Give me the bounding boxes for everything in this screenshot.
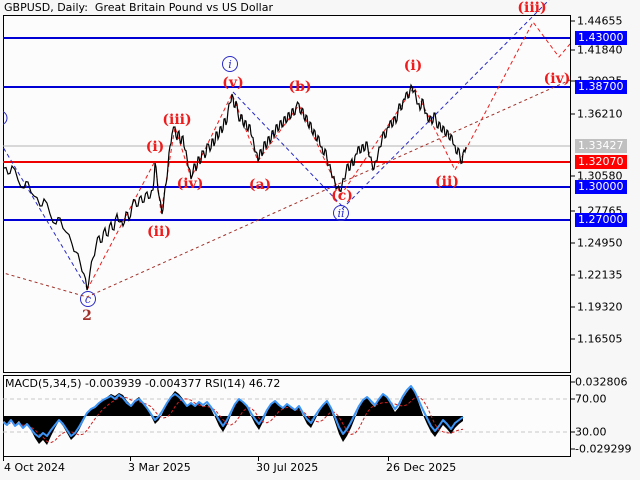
macd-range-label: 0.032806 — [575, 375, 628, 389]
price-tick-label: 1.44655 — [577, 14, 623, 28]
wave-label-red: (iv) — [543, 71, 571, 87]
macd-signal-line — [3, 396, 464, 444]
wave-label-red: (ii) — [147, 224, 171, 240]
price-tick-label: 1.41840 — [577, 43, 623, 57]
price-tick-label: 1.16505 — [577, 332, 623, 346]
price-level-badge[interactable]: 1.33427 — [575, 139, 627, 153]
wave-label-red: (i) — [145, 139, 165, 155]
wave-label-circled: i — [222, 56, 238, 72]
wave-label-circled: c — [80, 291, 96, 307]
indicator-readout: MACD(5,34,5) -0.003939 -0.004377 RSI(14)… — [5, 377, 281, 390]
macd-range-label: -0.029299 — [575, 442, 632, 456]
wave-label-red: (v) — [222, 75, 244, 91]
price-tick-label: 1.19320 — [577, 300, 623, 314]
date-tick-label: 3 Mar 2025 — [128, 461, 191, 474]
price-tick-label: 1.24950 — [577, 236, 623, 250]
price-level-badge[interactable]: 1.27000 — [575, 213, 627, 227]
price-tick-label: 1.22135 — [577, 268, 623, 282]
chart-title: GBPUSD, Daily: Great Britain Pound vs US… — [4, 1, 273, 14]
wave-label-red: (iii) — [517, 0, 547, 16]
main-plot-area[interactable] — [3, 15, 571, 373]
wave-label-red: (i) — [403, 58, 423, 74]
macd-area — [3, 387, 463, 445]
price-level-badge[interactable]: 1.32070 — [575, 155, 627, 169]
wave-label-circled: ii — [333, 205, 349, 221]
partial-wave-circle — [3, 111, 8, 125]
rsi-level-label: 30.00 — [575, 425, 607, 439]
price-series — [3, 83, 467, 291]
wave-label-red: (iii) — [162, 112, 192, 128]
price-level-badge[interactable]: 1.43000 — [575, 31, 627, 45]
blue-projection-line — [3, 146, 88, 289]
price-level-badge[interactable]: 1.38700 — [575, 80, 627, 94]
wave-label-red: (ii) — [435, 174, 459, 190]
rsi-level-label: 70.00 — [575, 392, 607, 406]
rsi-line — [3, 385, 464, 438]
wave-label-red: (b) — [288, 79, 312, 95]
wave-label-red: (c) — [331, 188, 353, 204]
price-tick-label: 1.36210 — [577, 107, 623, 121]
wave-label-red: (iv) — [176, 176, 204, 192]
blue-projection-line — [232, 91, 343, 207]
date-tick-label: 30 Jul 2025 — [256, 461, 319, 474]
date-tick-label: 4 Oct 2024 — [4, 461, 66, 474]
price-level-badge[interactable]: 1.30000 — [575, 180, 627, 194]
date-tick-label: 26 Dec 2025 — [386, 461, 457, 474]
wave-label-red: (a) — [248, 177, 272, 193]
price-tick-label: 1.30580 — [577, 169, 623, 183]
wave-count-zigzag — [86, 21, 570, 291]
wave-label-two: 2 — [82, 308, 92, 324]
blue-projection-line — [341, 0, 550, 210]
